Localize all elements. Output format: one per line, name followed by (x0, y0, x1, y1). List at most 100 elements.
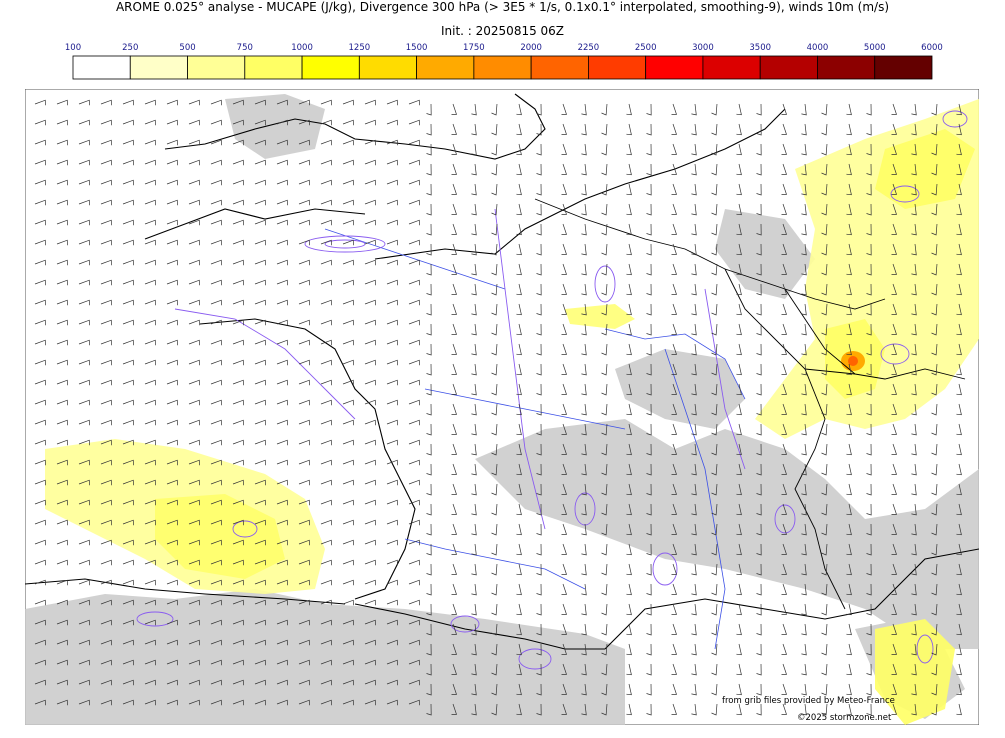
wind-barb (846, 203, 852, 216)
wind-barb (188, 499, 200, 506)
wind-barb (626, 583, 632, 596)
wind-barb (298, 379, 310, 386)
cloud-shading (25, 94, 979, 725)
wind-barb (671, 703, 677, 715)
wind-barb (536, 463, 542, 476)
wind-barb (56, 199, 68, 206)
wind-barb (536, 343, 542, 356)
wind-barb (491, 603, 498, 616)
colorbar-swatch (129, 55, 188, 80)
wind-barb (491, 483, 498, 496)
wind-barb (711, 543, 718, 556)
wind-barb (846, 103, 852, 116)
wind-barb (821, 363, 828, 376)
wind-barb (386, 119, 398, 126)
wind-barb (276, 479, 288, 486)
wind-barb (122, 159, 134, 166)
wind-barb (711, 143, 718, 156)
wind-barb (956, 503, 962, 516)
wind-barb (956, 583, 962, 596)
wind-barb (34, 319, 46, 326)
wind-barb (671, 263, 677, 275)
wind-barb (536, 163, 542, 176)
wind-barb (166, 559, 178, 566)
wind-barb (626, 363, 632, 376)
wind-barb (646, 503, 652, 516)
wind-barb (581, 163, 587, 176)
wind-barb (956, 103, 962, 116)
wind-barb (781, 563, 787, 575)
wind-barb (646, 403, 652, 416)
wind-barb (100, 379, 112, 386)
wind-barb (911, 203, 917, 216)
wind-barb (601, 543, 608, 556)
wind-barb (581, 603, 587, 616)
wind-barb (78, 679, 90, 686)
wind-barb (646, 623, 652, 636)
wind-barb (188, 599, 200, 606)
wind-barb (646, 123, 652, 136)
wind-barb (166, 179, 178, 186)
colorbar-tick-label: 2500 (635, 43, 657, 53)
wind-barb (626, 163, 632, 176)
wind-barb (691, 503, 697, 516)
wind-barb (34, 379, 46, 386)
wind-barb (386, 679, 398, 686)
wind-barb (516, 703, 522, 716)
wind-barb (166, 339, 178, 346)
wind-barb (931, 383, 938, 396)
wind-barb (144, 459, 156, 466)
wind-barb (736, 703, 742, 716)
wind-barb (866, 603, 872, 616)
wind-barb (646, 243, 652, 256)
wind-barb (56, 259, 68, 266)
wind-barb (601, 663, 608, 676)
wind-barb (232, 299, 244, 306)
wind-barb (956, 543, 962, 556)
wind-barb (756, 463, 762, 476)
wind-barb (408, 519, 420, 526)
wind-barb (911, 343, 917, 356)
wind-barb (451, 323, 457, 335)
wind-barb (561, 163, 567, 175)
wind-barb (342, 99, 354, 106)
wind-barb (276, 679, 288, 686)
wind-barb (711, 363, 718, 376)
wind-barb (188, 579, 200, 586)
wind-barb (188, 119, 200, 126)
wind-barb (188, 639, 200, 646)
wind-barb (931, 163, 938, 176)
wind-barb (671, 343, 677, 355)
wind-barb (386, 699, 398, 706)
wind-barb (276, 219, 288, 226)
wind-barb (56, 499, 68, 506)
wind-barb (254, 279, 266, 286)
divergence-contours (136, 110, 968, 670)
wind-barb (386, 259, 398, 266)
wind-barb (34, 359, 46, 366)
wind-barb (931, 483, 938, 496)
wind-barb (364, 679, 376, 686)
wind-barb (781, 303, 787, 315)
wind-barb (561, 143, 567, 155)
wind-barb (34, 619, 46, 626)
wind-barb (254, 219, 266, 226)
wind-barb (536, 363, 542, 376)
wind-barb (426, 103, 432, 116)
wind-barb (254, 459, 266, 466)
wind-barb (254, 359, 266, 366)
wind-barb (911, 683, 917, 696)
wind-barb (100, 199, 112, 206)
wind-barb (426, 483, 432, 496)
wind-barb (364, 379, 376, 386)
wind-barb (144, 659, 156, 666)
wind-barb (232, 559, 244, 566)
wind-barb (581, 323, 587, 336)
wind-barb (78, 99, 90, 106)
wind-barb (691, 103, 697, 116)
wind-barb (100, 459, 112, 466)
wind-barb (451, 343, 457, 355)
wind-barb (188, 419, 200, 426)
wind-barb (364, 599, 376, 606)
wind-barb (626, 123, 632, 136)
